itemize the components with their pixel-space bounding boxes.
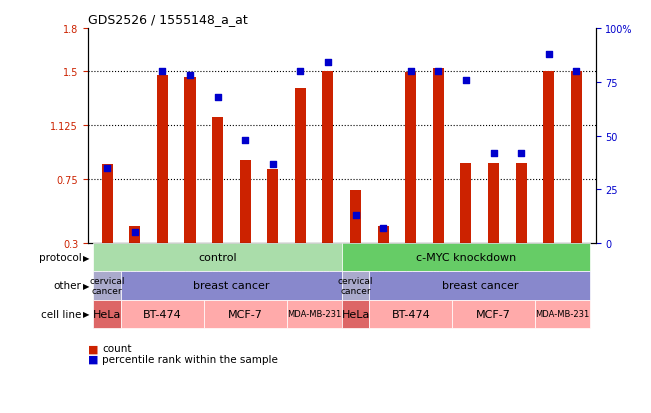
Bar (460, 164, 471, 244)
Bar (184, 78, 195, 244)
Text: BT-474: BT-474 (391, 309, 430, 319)
Text: other: other (53, 281, 81, 291)
Bar (130, 226, 141, 244)
Text: control: control (199, 253, 237, 263)
Text: ▶: ▶ (83, 309, 89, 318)
Bar (516, 164, 527, 244)
Text: ▶: ▶ (83, 253, 89, 262)
Point (406, 69, 416, 75)
Text: breast cancer: breast cancer (441, 281, 518, 291)
Text: c-MYC knockdown: c-MYC knockdown (416, 253, 516, 263)
Point (157, 69, 167, 75)
Text: HeLa: HeLa (341, 309, 370, 319)
Point (323, 60, 333, 66)
Text: MCF-7: MCF-7 (476, 309, 511, 319)
Bar (433, 69, 444, 244)
Point (516, 150, 527, 157)
Text: protocol: protocol (38, 253, 81, 263)
Point (102, 165, 113, 172)
Text: ■: ■ (88, 344, 98, 354)
Text: count: count (102, 344, 132, 354)
Point (268, 161, 278, 168)
Point (488, 150, 499, 157)
Bar (322, 72, 333, 244)
Bar (406, 73, 416, 244)
Text: GDS2526 / 1555148_a_at: GDS2526 / 1555148_a_at (88, 13, 247, 26)
Point (350, 212, 361, 219)
Point (378, 225, 389, 232)
Point (433, 69, 443, 75)
Bar (157, 76, 168, 244)
Text: MDA-MB-231: MDA-MB-231 (287, 309, 341, 318)
Point (571, 69, 581, 75)
Bar (350, 191, 361, 244)
Point (461, 77, 471, 84)
Bar (268, 169, 279, 244)
Point (295, 69, 305, 75)
Bar (240, 161, 251, 244)
Text: ▶: ▶ (83, 281, 89, 290)
Point (130, 230, 140, 236)
Text: cervical
cancer: cervical cancer (89, 276, 125, 295)
Point (544, 51, 554, 58)
Point (212, 94, 223, 101)
Bar (543, 72, 554, 244)
Text: MDA-MB-231: MDA-MB-231 (535, 309, 590, 318)
Bar (378, 226, 389, 244)
Text: BT-474: BT-474 (143, 309, 182, 319)
Text: breast cancer: breast cancer (193, 281, 270, 291)
Text: MCF-7: MCF-7 (228, 309, 262, 319)
Point (240, 137, 251, 144)
Bar (571, 72, 582, 244)
Text: cell line: cell line (41, 309, 81, 319)
Text: HeLa: HeLa (93, 309, 121, 319)
Bar (488, 164, 499, 244)
Text: percentile rank within the sample: percentile rank within the sample (102, 354, 278, 364)
Text: ■: ■ (88, 354, 98, 364)
Bar (295, 89, 306, 244)
Text: cervical
cancer: cervical cancer (338, 276, 373, 295)
Point (185, 73, 195, 79)
Bar (212, 118, 223, 244)
Bar (102, 165, 113, 244)
